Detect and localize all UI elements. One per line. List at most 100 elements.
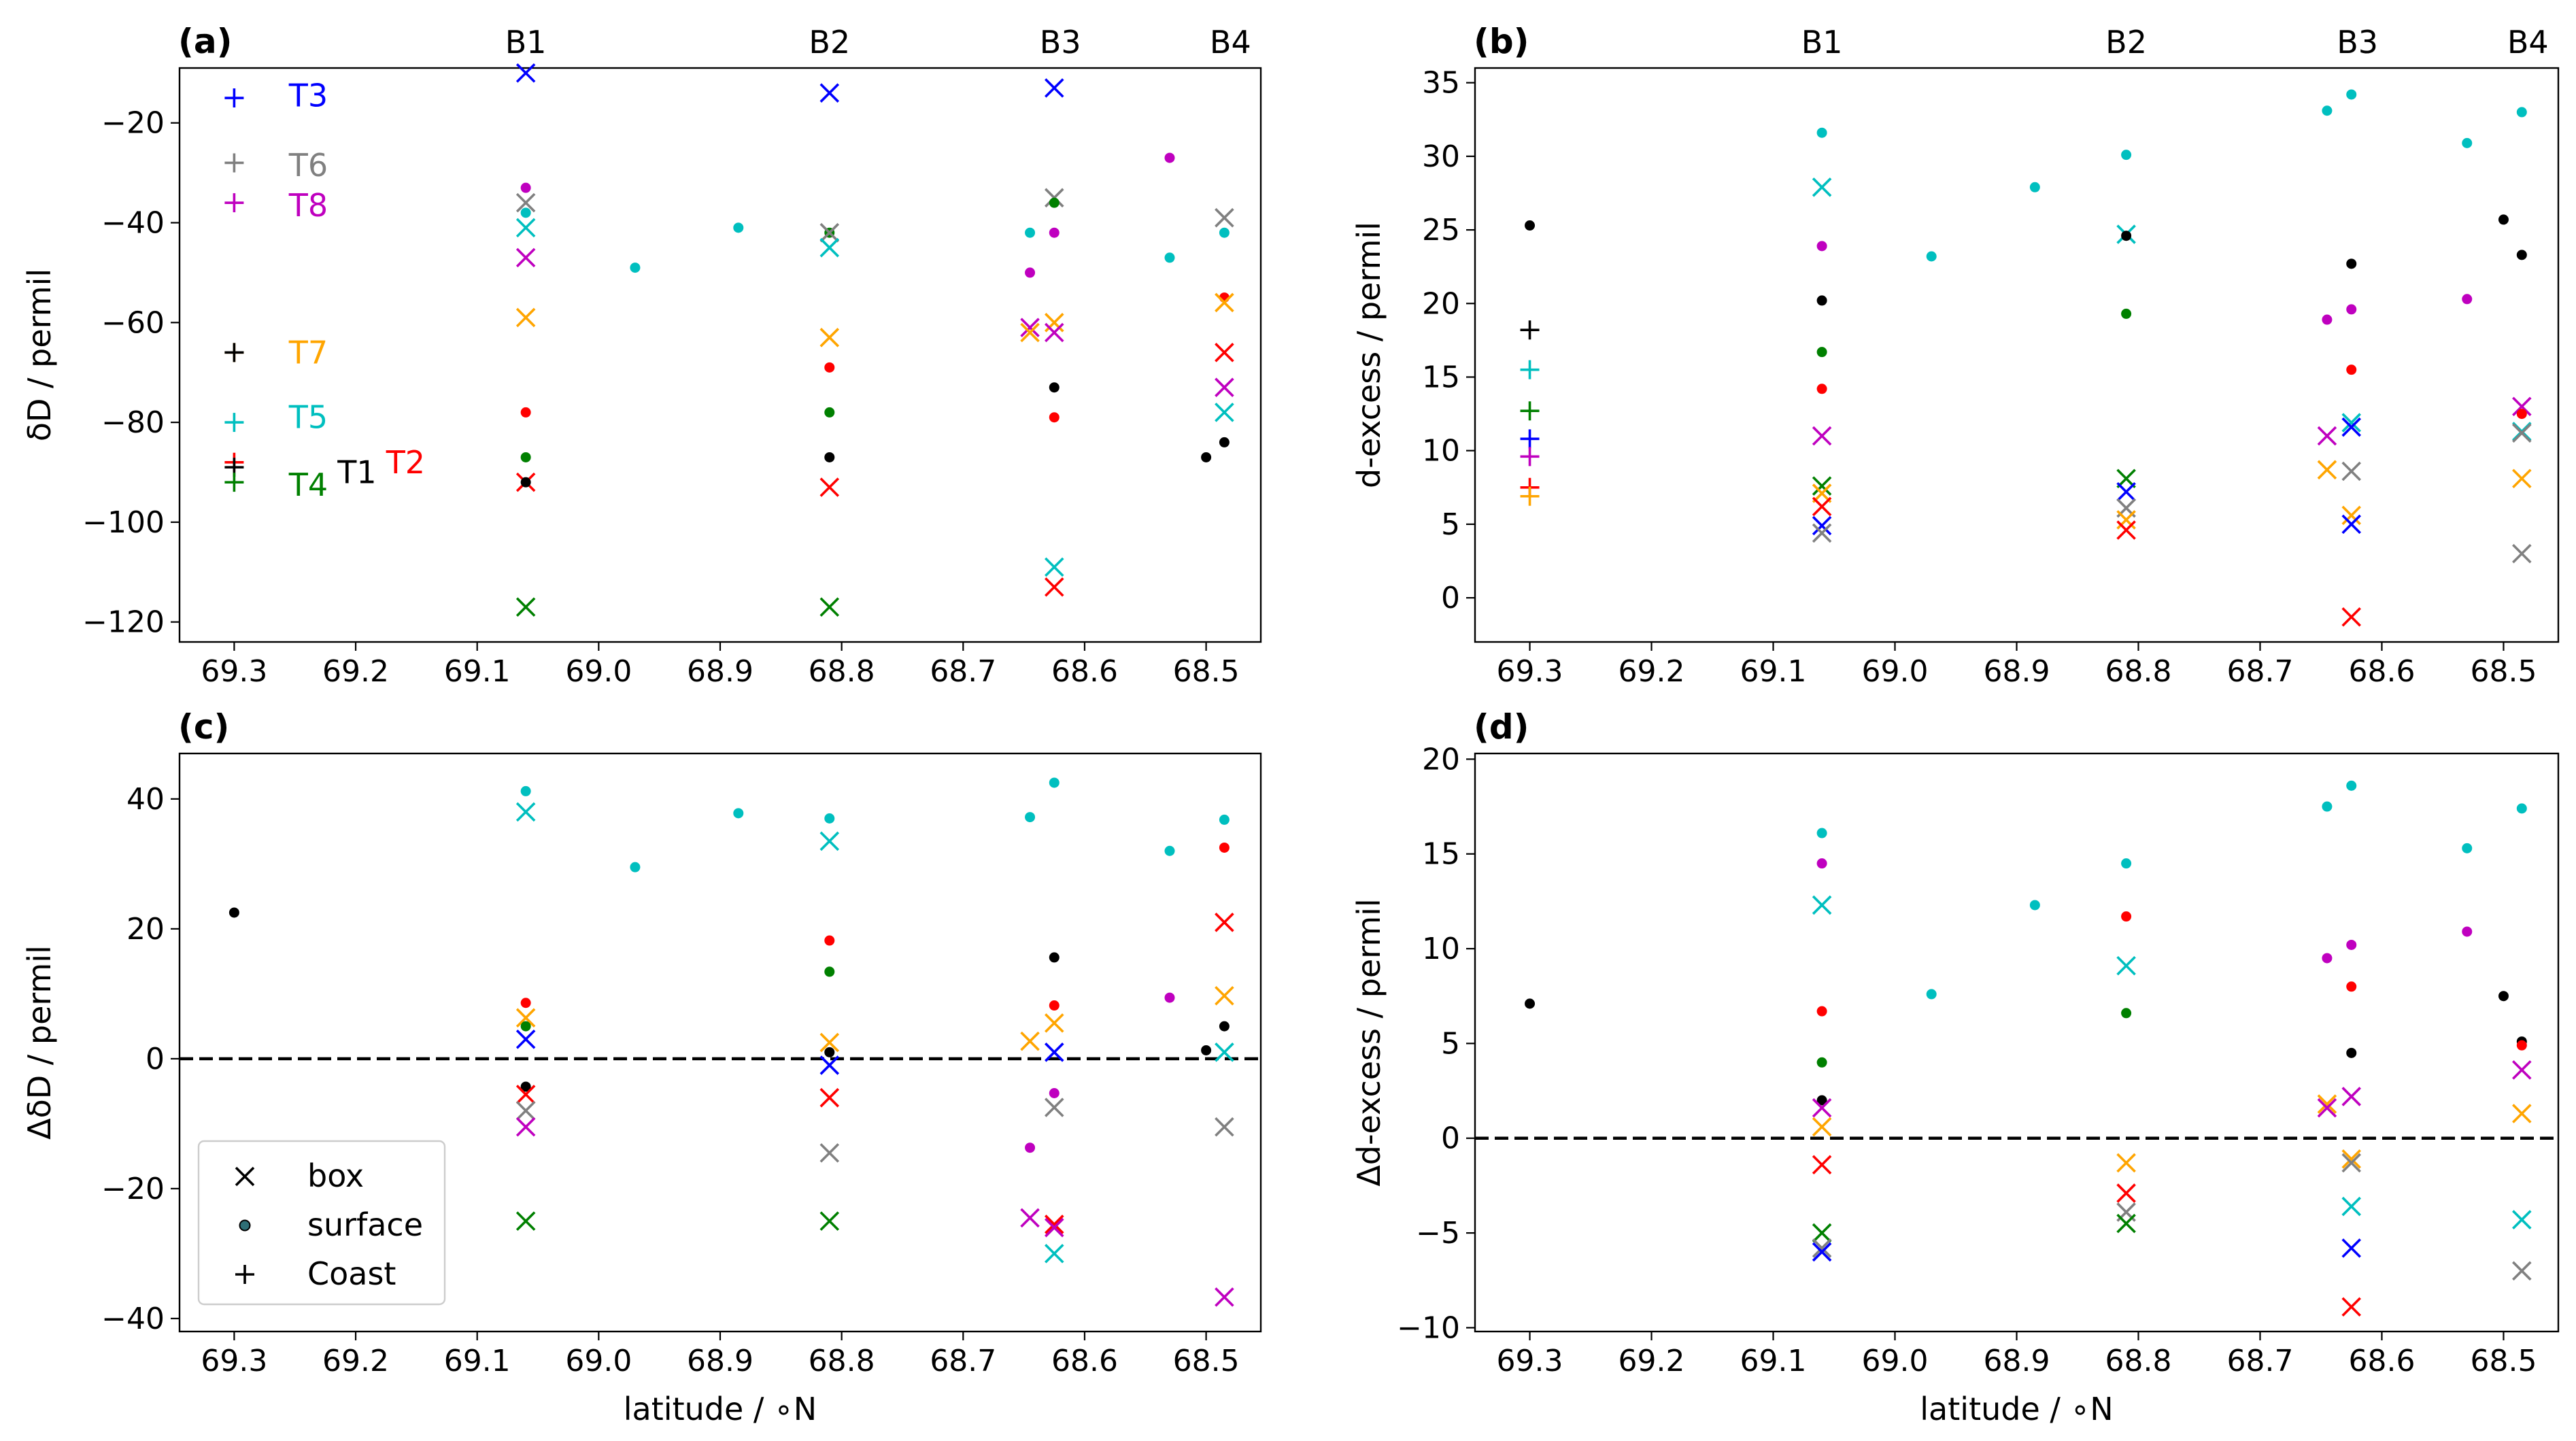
y-tick-label: −100 xyxy=(82,505,165,540)
data-point-T5 xyxy=(1025,227,1036,238)
data-point-T7 xyxy=(2317,460,2337,480)
data-point-T2 xyxy=(1219,842,1230,853)
data-point-T1 xyxy=(1219,1021,1230,1032)
data-point-T1 xyxy=(1219,437,1230,447)
data-point-T4 xyxy=(1812,1223,1832,1243)
data-point-T5 xyxy=(224,413,244,433)
y-tick-label: 5 xyxy=(1441,507,1460,542)
series-label-T2: T2 xyxy=(386,444,425,481)
x-tick-label: 69.2 xyxy=(322,654,389,689)
data-point-T2 xyxy=(824,362,835,373)
data-point-T6 xyxy=(1215,207,1234,228)
data-point-T8 xyxy=(2346,939,2357,950)
data-point-T8 xyxy=(1816,858,1827,869)
x-tick-label: 68.6 xyxy=(1051,654,1118,689)
data-point-T5 xyxy=(2029,182,2040,192)
data-point-T4 xyxy=(1816,347,1827,358)
data-point-T3 xyxy=(1520,429,1540,449)
data-point-T5 xyxy=(819,237,840,258)
x-tick-label: 69.2 xyxy=(1619,1344,1685,1378)
data-point-T8 xyxy=(1215,1287,1234,1307)
data-point-T4 xyxy=(224,473,244,492)
box-label-B2: B2 xyxy=(809,24,850,61)
data-point-T8 xyxy=(1215,377,1234,397)
data-point-T7 xyxy=(1215,985,1234,1006)
x-tick-label: 68.7 xyxy=(930,1344,996,1378)
data-point-T3 xyxy=(515,63,536,83)
data-point-T8 xyxy=(1045,322,1064,343)
y-tick-label: 30 xyxy=(1422,139,1460,174)
data-point-T1 xyxy=(1201,452,1212,462)
data-point-T5 xyxy=(515,802,536,822)
data-point-T2 xyxy=(1049,412,1060,423)
data-point-T7 xyxy=(819,1032,840,1053)
data-point-T3 xyxy=(1045,78,1064,98)
series-label-T1: T1 xyxy=(337,454,376,490)
x-tick-label: 68.8 xyxy=(809,1344,875,1378)
box-label-B3: B3 xyxy=(2337,24,2378,61)
y-tick-label: 10 xyxy=(1422,434,1460,469)
x-tick-label: 69.3 xyxy=(1497,1344,1563,1378)
x-tick-label: 68.9 xyxy=(1984,1344,2050,1378)
data-point-T6 xyxy=(1045,1098,1064,1117)
y-tick-label: −80 xyxy=(101,405,165,440)
y-axis-label: ΔδD / permil xyxy=(21,945,58,1140)
data-point-T5 xyxy=(1025,812,1036,823)
data-point-T7 xyxy=(2116,1153,2136,1173)
data-point-T6 xyxy=(1812,523,1832,543)
data-point-T1 xyxy=(1816,1095,1827,1106)
y-tick-label: −40 xyxy=(101,206,165,241)
series-label-T8: T8 xyxy=(288,187,328,224)
data-point-T1 xyxy=(824,452,835,462)
data-point-T2 xyxy=(1215,913,1234,932)
data-point-T5 xyxy=(2516,107,2527,118)
data-point-T7 xyxy=(2116,510,2136,530)
data-point-T5 xyxy=(2121,858,2132,869)
data-point-T5 xyxy=(1812,895,1832,915)
data-point-T1 xyxy=(2346,258,2357,269)
data-point-T2 xyxy=(824,935,835,946)
data-point-T2 xyxy=(2116,520,2136,540)
x-tick-label: 69.0 xyxy=(1862,654,1929,689)
data-point-T5 xyxy=(515,218,536,238)
data-point-T2 xyxy=(520,407,531,418)
data-point-T5 xyxy=(1215,403,1234,422)
box-label-B4: B4 xyxy=(2507,24,2549,61)
data-point-T6 xyxy=(2512,543,2532,564)
legend-box xyxy=(197,1140,446,1306)
data-point-T2 xyxy=(1816,384,1827,394)
data-point-T5 xyxy=(2322,105,2333,116)
legend-marker-surface xyxy=(239,1219,251,1232)
box-label-B2: B2 xyxy=(2105,24,2147,61)
x-tick-label: 69.3 xyxy=(1497,654,1563,689)
data-point-T8 xyxy=(1025,267,1036,278)
data-point-T2 xyxy=(520,998,531,1008)
data-point-T5 xyxy=(2462,843,2473,853)
y-tick-label: −60 xyxy=(101,305,165,340)
data-point-T8 xyxy=(1812,426,1832,446)
data-point-T7 xyxy=(819,328,840,347)
data-point-T5 xyxy=(1219,227,1230,238)
data-point-T5 xyxy=(2341,413,2361,433)
x-axis-label: latitude / ∘N xyxy=(624,1391,817,1427)
x-axis-label: latitude / ∘N xyxy=(1920,1391,2113,1427)
x-tick-label: 68.8 xyxy=(2105,1344,2172,1378)
data-point-T4 xyxy=(520,1021,531,1032)
data-point-T5 xyxy=(1816,828,1827,838)
data-point-T2 xyxy=(2346,365,2357,375)
series-label-T6: T6 xyxy=(288,147,328,184)
plot-frame xyxy=(1474,67,2560,643)
data-point-T7 xyxy=(1812,1117,1832,1137)
data-point-T5 xyxy=(2116,955,2136,976)
data-point-T1 xyxy=(224,343,244,362)
x-tick-label: 69.1 xyxy=(1740,1344,1807,1378)
data-point-T1 xyxy=(1049,382,1060,393)
data-point-T8 xyxy=(224,193,244,213)
data-point-T4 xyxy=(2121,1008,2132,1019)
data-point-T6 xyxy=(819,1143,840,1163)
data-point-T8 xyxy=(2317,1098,2337,1118)
data-point-T6 xyxy=(2512,1261,2532,1281)
x-tick-label: 69.3 xyxy=(201,1344,267,1378)
x-tick-label: 68.5 xyxy=(2470,1344,2537,1378)
